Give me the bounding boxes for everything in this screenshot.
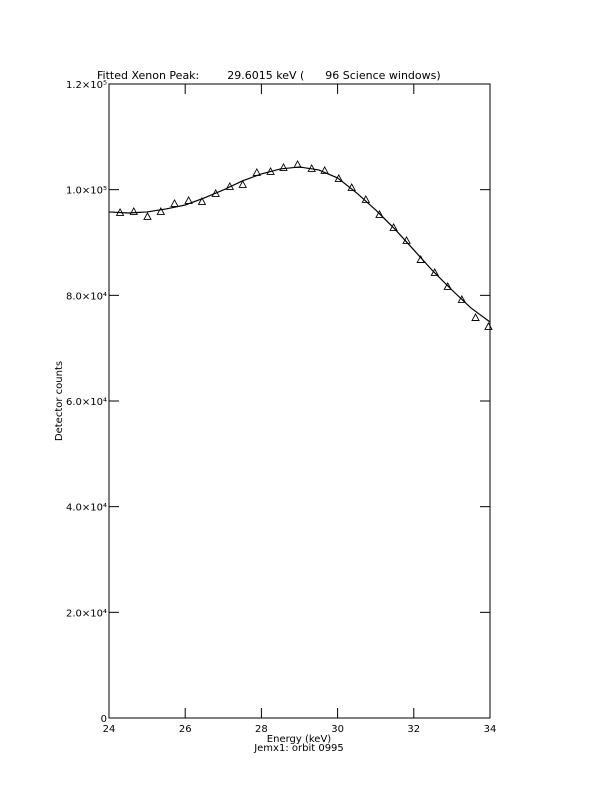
data-point xyxy=(443,282,452,290)
data-point xyxy=(307,164,316,172)
data-point xyxy=(156,207,166,215)
data-point xyxy=(361,195,371,203)
x-tick-label: 28 xyxy=(255,724,268,735)
data-point xyxy=(347,183,356,191)
data-point xyxy=(143,212,152,220)
data-point xyxy=(197,197,207,205)
data-point xyxy=(402,236,411,244)
y-tick-label: 1.2×10⁵ xyxy=(66,80,107,91)
data-point xyxy=(457,295,467,303)
data-point xyxy=(484,322,493,330)
footer: Jemx1: orbit 0995 xyxy=(253,743,344,754)
fit-line xyxy=(108,166,491,323)
data-point xyxy=(279,163,288,171)
data-point xyxy=(293,159,302,168)
data-point xyxy=(115,207,125,216)
y-tick-label: 6.0×10⁴ xyxy=(66,397,107,408)
data-point xyxy=(375,210,384,218)
data-point xyxy=(252,168,262,176)
data-point xyxy=(129,207,139,215)
data-point xyxy=(184,196,193,204)
x-tick-label: 34 xyxy=(484,724,497,735)
data-point xyxy=(170,198,179,207)
y-axis-label: Detector counts xyxy=(54,361,65,441)
data-point xyxy=(225,182,235,190)
x-axis-label: Energy (keV) xyxy=(267,734,332,745)
chart-title: Fitted Xenon Peak: 29.6015 keV ( 96 Scie… xyxy=(97,69,441,82)
data-point xyxy=(334,173,343,182)
x-tick-label: 32 xyxy=(407,724,420,735)
data-point xyxy=(389,223,398,231)
y-tick-label: 1.0×10⁵ xyxy=(66,186,107,197)
x-tick-label: 26 xyxy=(179,724,192,735)
x-tick-label: 24 xyxy=(103,724,116,735)
data-point xyxy=(238,180,247,188)
y-tick-label: 8.0×10⁴ xyxy=(66,291,107,302)
data-point xyxy=(211,188,220,197)
data-point xyxy=(430,268,440,276)
data-point xyxy=(266,167,275,175)
plot-frame xyxy=(108,83,491,719)
data-point xyxy=(320,166,329,174)
y-tick-label: 2.0×10⁴ xyxy=(66,608,107,619)
y-tick-label: 4.0×10⁴ xyxy=(66,503,107,514)
y-tick-label: 0 xyxy=(101,714,107,725)
data-point xyxy=(471,313,480,321)
data-point xyxy=(416,255,425,263)
x-tick-label: 30 xyxy=(331,724,344,735)
